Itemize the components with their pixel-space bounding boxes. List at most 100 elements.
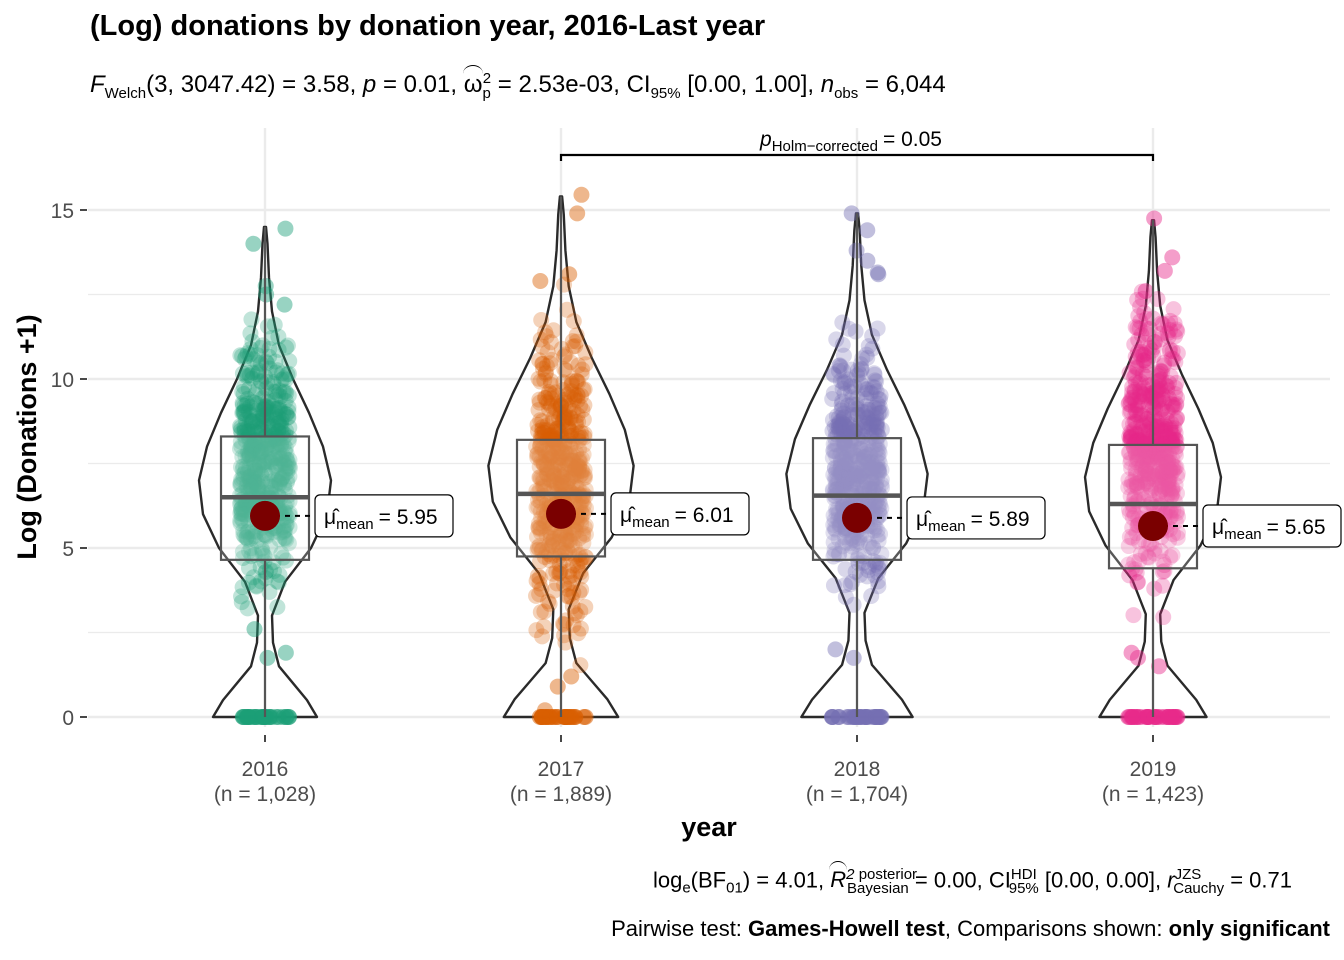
- data-point: [533, 453, 550, 470]
- data-point: [243, 311, 260, 328]
- data-point: [857, 403, 874, 420]
- data-point: [239, 482, 256, 499]
- data-point: [1121, 404, 1138, 421]
- data-point: [1162, 421, 1179, 438]
- data-point: [530, 515, 547, 532]
- data-point: [825, 443, 842, 460]
- data-point: [1163, 431, 1180, 448]
- data-point: [837, 534, 854, 551]
- data-point: [1145, 438, 1162, 455]
- data-point: [1127, 405, 1144, 422]
- data-point: [251, 413, 268, 430]
- data-point: [1156, 395, 1173, 412]
- data-point: [869, 395, 886, 412]
- data-point: [535, 473, 552, 490]
- data-point: [261, 433, 278, 450]
- data-point: [277, 383, 294, 400]
- data-point: [837, 375, 854, 392]
- data-point: [564, 574, 581, 591]
- data-point: [868, 453, 885, 470]
- data-point: [1162, 368, 1179, 385]
- data-point: [1158, 428, 1175, 445]
- data-point: [539, 343, 556, 360]
- data-point: [543, 390, 560, 407]
- comparisons-prefix: , Comparisons shown:: [944, 916, 1169, 941]
- data-point: [836, 443, 853, 460]
- data-point: [1161, 429, 1178, 446]
- data-point: [835, 477, 852, 494]
- data-point: [547, 400, 564, 417]
- data-point: [259, 373, 276, 390]
- data-point: [1144, 439, 1161, 456]
- data-point: [232, 495, 249, 512]
- data-point: [1164, 547, 1181, 564]
- data-point: [858, 415, 875, 432]
- mean-label-text: μ̂mean = 5.65: [1212, 516, 1326, 543]
- data-point: [1146, 471, 1163, 488]
- y-tick-label: 0: [62, 707, 74, 730]
- data-point: [1123, 709, 1140, 725]
- data-point: [856, 381, 873, 398]
- data-point: [852, 467, 869, 484]
- data-point: [860, 535, 877, 552]
- data-point: [835, 439, 852, 456]
- data-point: [259, 453, 276, 470]
- bf-text: = 4.01,: [756, 867, 825, 893]
- data-point: [1125, 503, 1142, 520]
- data-point: [531, 394, 548, 411]
- data-point: [862, 385, 879, 402]
- data-point: [564, 537, 581, 554]
- data-point: [1167, 443, 1184, 460]
- data-point: [280, 403, 297, 420]
- data-point: [1133, 439, 1150, 456]
- data-point: [259, 355, 276, 372]
- data-point: [868, 476, 885, 493]
- data-point: [1137, 435, 1154, 452]
- data-point: [237, 448, 254, 465]
- data-point: [277, 522, 294, 539]
- data-point: [1134, 452, 1151, 469]
- data-point: [1148, 480, 1165, 497]
- data-point: [1161, 465, 1178, 482]
- data-point: [825, 534, 842, 551]
- data-point: [865, 539, 882, 556]
- data-point: [871, 493, 888, 510]
- data-point: [570, 463, 587, 480]
- data-point: [1127, 374, 1144, 391]
- data-point: [528, 499, 545, 516]
- data-point: [571, 530, 588, 547]
- data-point: [551, 556, 568, 573]
- data-point: [278, 406, 295, 423]
- data-point: [543, 472, 560, 489]
- data-point: [561, 568, 578, 585]
- data-point: [1123, 426, 1140, 443]
- data-point: [560, 418, 577, 435]
- data-point: [870, 400, 887, 417]
- data-point: [1153, 423, 1170, 440]
- data-point: [1137, 422, 1154, 439]
- data-point: [1126, 476, 1143, 493]
- data-point: [1149, 446, 1166, 463]
- data-point: [1128, 414, 1145, 431]
- data-point: [845, 649, 862, 666]
- data-point: [235, 549, 252, 566]
- data-point: [573, 550, 590, 567]
- data-point: [838, 458, 855, 475]
- data-point: [562, 388, 579, 405]
- data-point: [1124, 384, 1141, 401]
- data-point: [1133, 283, 1150, 300]
- data-point: [552, 440, 569, 457]
- data-point: [1132, 343, 1149, 360]
- data-point: [827, 477, 844, 494]
- data-point: [1153, 422, 1170, 439]
- data-point: [246, 437, 263, 454]
- data-point: [576, 425, 593, 442]
- data-point: [569, 372, 586, 389]
- data-point: [1143, 420, 1160, 437]
- data-point: [1168, 397, 1185, 414]
- data-point: [232, 474, 249, 491]
- data-point: [1120, 444, 1137, 461]
- data-point: [530, 498, 547, 515]
- data-point: [865, 464, 882, 481]
- data-point: [863, 443, 880, 460]
